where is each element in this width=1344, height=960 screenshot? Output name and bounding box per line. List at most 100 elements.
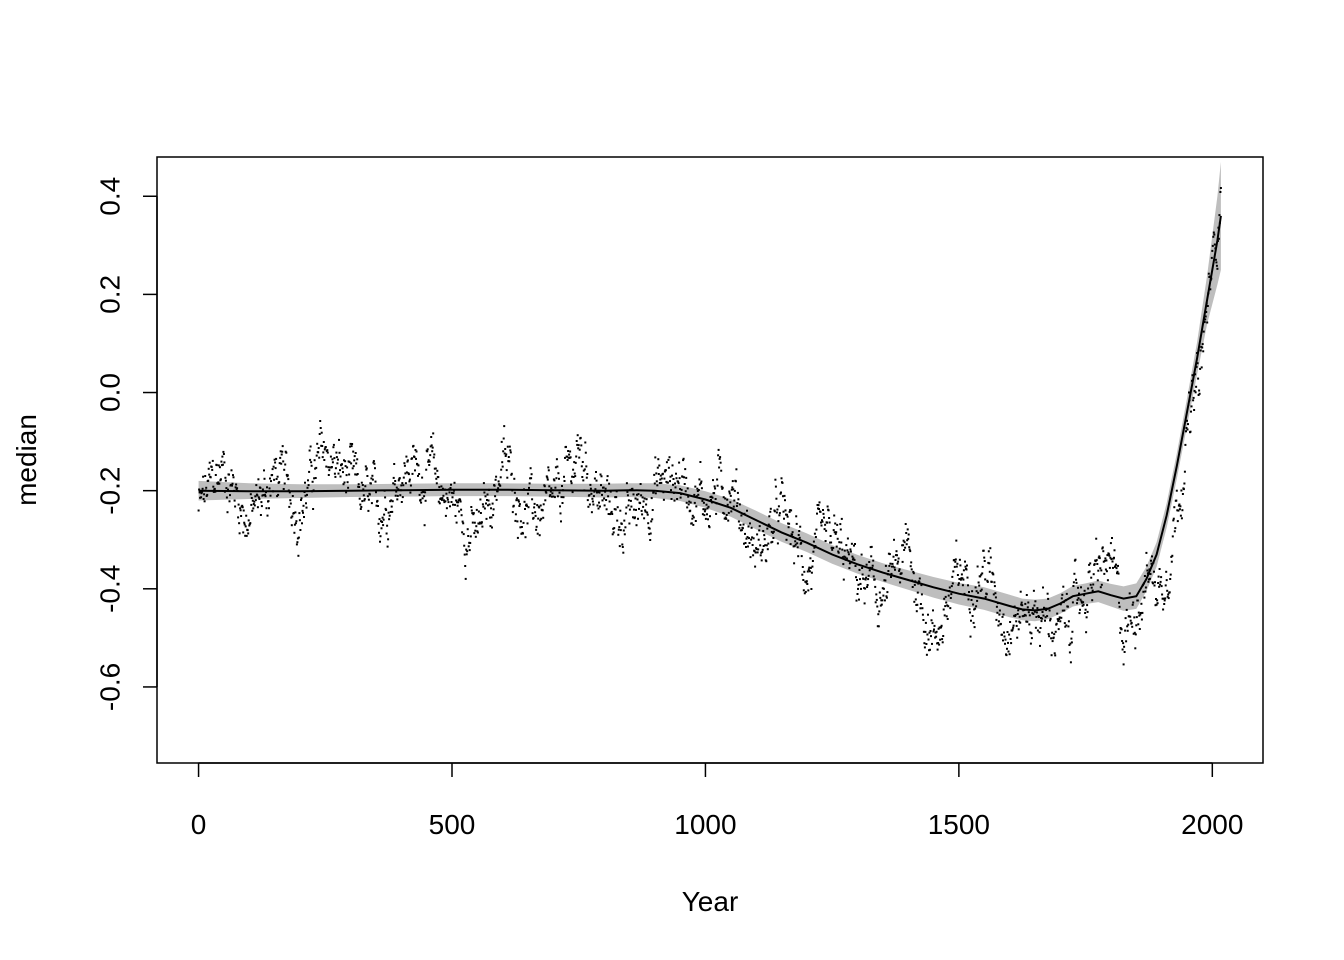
data-point bbox=[481, 503, 484, 506]
data-point bbox=[598, 491, 601, 494]
data-point bbox=[546, 476, 549, 479]
data-point bbox=[1135, 624, 1138, 627]
data-point bbox=[834, 532, 837, 535]
data-point bbox=[765, 544, 768, 547]
data-point bbox=[418, 473, 421, 475]
data-point bbox=[453, 489, 455, 492]
data-point bbox=[801, 566, 804, 568]
data-point bbox=[370, 502, 373, 505]
data-point bbox=[301, 509, 304, 512]
data-point bbox=[797, 555, 800, 558]
data-point bbox=[1029, 631, 1032, 634]
data-point bbox=[838, 547, 841, 550]
data-point bbox=[885, 596, 888, 599]
data-point bbox=[1098, 555, 1101, 558]
data-point bbox=[659, 478, 662, 481]
data-point bbox=[1056, 612, 1059, 615]
data-point bbox=[534, 514, 537, 517]
data-point bbox=[316, 442, 319, 445]
data-point bbox=[205, 495, 208, 497]
data-point bbox=[841, 548, 844, 551]
data-point bbox=[445, 507, 448, 510]
data-point bbox=[451, 496, 454, 499]
data-point bbox=[872, 559, 875, 562]
data-point bbox=[688, 500, 691, 503]
plot-frame bbox=[156, 156, 1264, 764]
data-point bbox=[574, 475, 577, 478]
data-point bbox=[839, 528, 842, 531]
data-point bbox=[323, 459, 326, 461]
data-point bbox=[575, 455, 578, 458]
data-point bbox=[442, 494, 445, 497]
data-point bbox=[1180, 517, 1183, 520]
data-point bbox=[260, 505, 263, 508]
data-point bbox=[972, 621, 975, 624]
data-point bbox=[744, 542, 747, 544]
data-point bbox=[625, 482, 628, 485]
data-point bbox=[594, 488, 597, 491]
data-point bbox=[819, 510, 822, 513]
data-point bbox=[866, 586, 869, 588]
data-point bbox=[509, 449, 512, 452]
data-point bbox=[810, 571, 813, 574]
data-point bbox=[595, 471, 597, 473]
data-point bbox=[811, 560, 814, 562]
data-point bbox=[1011, 628, 1014, 631]
data-point bbox=[612, 531, 615, 534]
data-point bbox=[1139, 612, 1142, 614]
data-point bbox=[960, 573, 963, 576]
data-point bbox=[313, 459, 316, 462]
data-point bbox=[371, 478, 374, 481]
data-point bbox=[692, 516, 695, 519]
data-point bbox=[1009, 638, 1012, 640]
data-point bbox=[422, 491, 425, 493]
data-point bbox=[1197, 394, 1200, 396]
data-point bbox=[1103, 572, 1106, 575]
data-point bbox=[985, 593, 988, 596]
data-point bbox=[1092, 583, 1095, 586]
data-point bbox=[431, 450, 434, 453]
data-point bbox=[954, 558, 957, 561]
data-point bbox=[276, 495, 279, 498]
data-point bbox=[285, 451, 288, 454]
data-point bbox=[494, 478, 497, 481]
data-point bbox=[1149, 573, 1152, 575]
data-point bbox=[1171, 535, 1174, 538]
data-point bbox=[363, 499, 366, 502]
data-point bbox=[842, 563, 845, 566]
data-point bbox=[1163, 603, 1166, 605]
data-point bbox=[950, 585, 953, 588]
data-point bbox=[826, 521, 829, 524]
data-point bbox=[300, 497, 303, 500]
data-point bbox=[276, 475, 279, 478]
data-point bbox=[249, 493, 252, 496]
data-point bbox=[1162, 597, 1165, 600]
data-point bbox=[1113, 556, 1115, 559]
data-point bbox=[646, 513, 649, 516]
data-point bbox=[473, 532, 476, 535]
data-point bbox=[389, 511, 392, 513]
data-point bbox=[745, 546, 747, 548]
data-point bbox=[780, 491, 782, 494]
data-point bbox=[259, 514, 262, 516]
data-point bbox=[898, 569, 901, 572]
data-point bbox=[1058, 616, 1061, 619]
data-point bbox=[1202, 350, 1205, 353]
data-point bbox=[255, 484, 258, 487]
data-point bbox=[530, 477, 533, 480]
data-point bbox=[284, 463, 287, 466]
data-point bbox=[1160, 585, 1163, 588]
data-point bbox=[325, 465, 328, 468]
data-point bbox=[437, 476, 440, 479]
data-point bbox=[986, 580, 989, 583]
data-point bbox=[1082, 601, 1085, 604]
data-point bbox=[300, 499, 302, 501]
data-point bbox=[884, 579, 887, 582]
data-point bbox=[614, 508, 617, 511]
data-point bbox=[727, 519, 730, 522]
data-point bbox=[833, 531, 836, 534]
data-point bbox=[1133, 616, 1136, 619]
data-point bbox=[870, 545, 873, 548]
data-point bbox=[617, 528, 620, 531]
data-point bbox=[1193, 389, 1196, 392]
